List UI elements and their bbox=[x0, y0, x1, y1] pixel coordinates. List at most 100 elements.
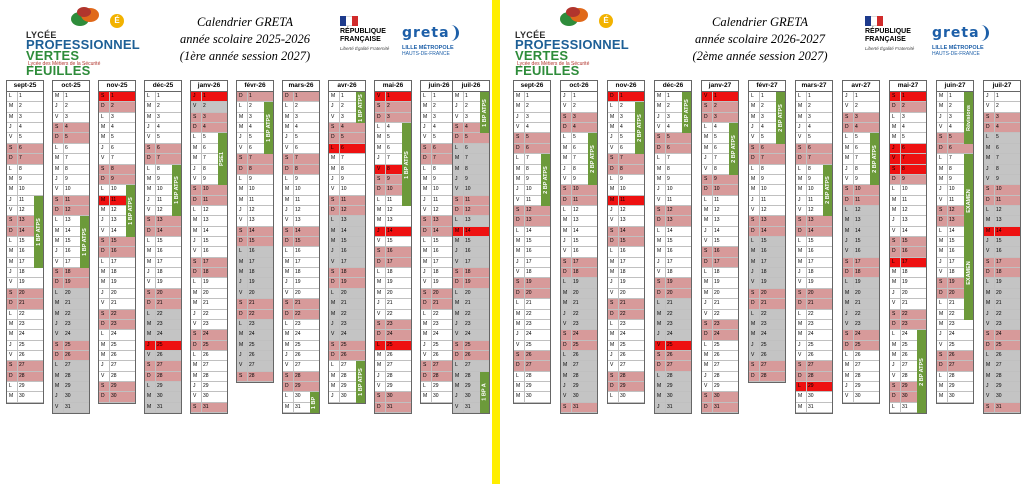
day-number: 4 bbox=[111, 124, 114, 131]
weekday-letter: D bbox=[331, 279, 335, 286]
day-number: 12 bbox=[465, 206, 471, 213]
weekday-letter: D bbox=[193, 124, 197, 131]
day-number: 11 bbox=[433, 196, 439, 203]
day-row: V 13 bbox=[237, 216, 273, 227]
weekday-letter: M bbox=[845, 144, 850, 151]
weekday-letter: M bbox=[455, 227, 460, 234]
weekday-letter: M bbox=[892, 279, 897, 286]
day-number: 17 bbox=[714, 258, 720, 265]
day-row: L 26 bbox=[984, 350, 1020, 362]
day-row: M 24 bbox=[796, 330, 832, 341]
day-number: 24 bbox=[295, 331, 301, 338]
weekday-letter: M bbox=[704, 144, 709, 151]
day-number: 1 bbox=[996, 93, 999, 99]
weekday-letter: D bbox=[798, 227, 802, 234]
weekday-letter: J bbox=[845, 165, 848, 172]
weekday-letter: S bbox=[516, 279, 520, 286]
day-number: 10 bbox=[111, 186, 117, 193]
day-row: S 15 bbox=[99, 237, 135, 248]
day-row: M 17 bbox=[796, 257, 832, 269]
weekday-letter: L bbox=[892, 186, 895, 193]
day-row: S 15 bbox=[890, 237, 926, 248]
weekday-letter: M bbox=[751, 248, 756, 255]
day-number: 23 bbox=[526, 320, 532, 327]
weekday-letter: S bbox=[845, 258, 849, 265]
day-row: S 30 bbox=[375, 392, 411, 403]
weekday-letter: D bbox=[892, 393, 896, 400]
day-number: 9 bbox=[65, 175, 68, 182]
day-row: S 31 bbox=[191, 402, 227, 414]
day-number: 9 bbox=[996, 175, 999, 182]
weekday-letter: V bbox=[845, 320, 849, 327]
weekday-letter: M bbox=[285, 113, 290, 120]
day-row: D 14 bbox=[421, 226, 457, 238]
weekday-letter: M bbox=[331, 372, 336, 379]
weekday-letter: M bbox=[423, 258, 428, 265]
day-number: 13 bbox=[808, 217, 814, 224]
day-number: 31 bbox=[465, 403, 471, 410]
weekday-letter: M bbox=[423, 113, 428, 120]
school-logo: É LYCÉE PROFESSIONNEL VERTES FEUILLES Ly… bbox=[515, 6, 629, 78]
day-row: M 25 bbox=[608, 340, 644, 351]
day-number: 4 bbox=[157, 124, 160, 131]
day-number: 3 bbox=[19, 113, 22, 120]
day-number: 10 bbox=[341, 186, 347, 193]
training-band: 2 BP ATPS bbox=[776, 92, 785, 144]
weekday-letter: J bbox=[657, 258, 660, 265]
day-number: 29 bbox=[19, 383, 25, 390]
day-number: 29 bbox=[573, 383, 579, 390]
month-column: avr-26 M 1 J 2 V 3 S 4 D 5 L 6 M 7 M 8 J 9 V 10 S 11 D 12 L 13 M 14 M… bbox=[328, 80, 366, 404]
weekday-letter: V bbox=[377, 238, 381, 245]
weekday-letter: D bbox=[892, 248, 896, 255]
day-row: D 12 bbox=[453, 205, 489, 217]
weekday-letter: L bbox=[101, 331, 104, 338]
day-row: J 21 bbox=[375, 299, 411, 310]
day-row: V 27 bbox=[283, 361, 319, 372]
day-row: V 11 bbox=[514, 195, 550, 206]
day-number: 30 bbox=[667, 393, 673, 400]
weekday-letter: L bbox=[55, 144, 58, 151]
day-number: 11 bbox=[620, 196, 626, 203]
day-number: 2 bbox=[667, 103, 670, 110]
weekday-letter: L bbox=[9, 383, 12, 390]
day-row: D 28 bbox=[7, 371, 43, 383]
weekday-letter: M bbox=[285, 196, 290, 203]
day-number: 29 bbox=[996, 383, 1002, 390]
day-row: S 22 bbox=[890, 309, 926, 320]
weekday-letter: V bbox=[516, 124, 520, 131]
weekday-letter: D bbox=[657, 217, 661, 224]
day-number: 28 bbox=[573, 372, 579, 379]
day-number: 11 bbox=[111, 196, 117, 203]
weekday-letter: S bbox=[892, 93, 896, 99]
day-number: 20 bbox=[203, 289, 209, 296]
day-number: 8 bbox=[573, 165, 576, 172]
day-row: V 24 bbox=[453, 330, 489, 341]
day-number: 4 bbox=[65, 124, 68, 131]
weekday-letter: S bbox=[9, 217, 13, 224]
day-number: 6 bbox=[157, 144, 160, 151]
weekday-letter: S bbox=[986, 331, 990, 338]
day-number: 1 bbox=[465, 93, 468, 99]
greta-name: greta bbox=[932, 25, 989, 41]
weekday-letter: V bbox=[285, 362, 289, 369]
weekday-letter: V bbox=[377, 383, 381, 390]
day-row: D 25 bbox=[191, 340, 227, 351]
weekday-letter: M bbox=[101, 196, 106, 203]
day-number: 14 bbox=[249, 227, 255, 234]
day-number: 1 bbox=[526, 93, 529, 99]
day-number: 26 bbox=[761, 351, 767, 358]
day-row: L 14 bbox=[937, 226, 973, 238]
day-row: D 26 bbox=[329, 350, 365, 362]
day-number: 24 bbox=[341, 331, 347, 338]
